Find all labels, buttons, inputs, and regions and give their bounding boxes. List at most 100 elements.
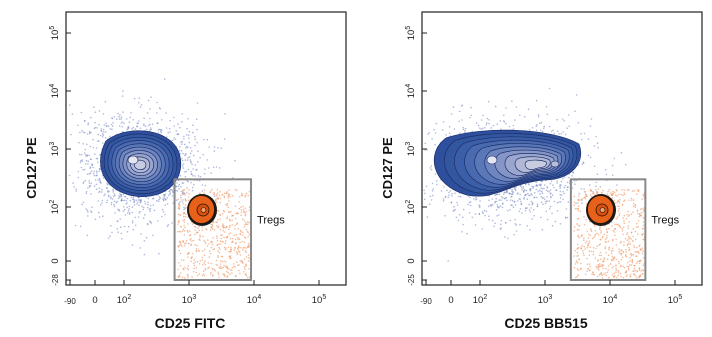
event-dot-orange (196, 274, 199, 277)
event-dot-blue (105, 122, 107, 125)
event-dot-blue (166, 136, 168, 138)
event-dot-blue (500, 219, 503, 222)
event-dot-blue (144, 125, 147, 128)
event-dot-orange (585, 195, 588, 197)
event-dot-blue (488, 199, 490, 202)
event-dot-blue (528, 184, 530, 186)
event-dot-orange (188, 252, 190, 254)
event-dot-orange (630, 238, 632, 240)
event-dot-blue (542, 203, 544, 206)
event-dot-blue (95, 170, 98, 172)
event-dot-blue (500, 128, 502, 130)
event-dot-blue (485, 124, 488, 126)
event-dot-blue (557, 130, 559, 132)
event-dot-blue (188, 137, 190, 139)
event-dot-blue (133, 204, 136, 206)
event-dot-orange (617, 274, 619, 277)
event-dot-blue (488, 218, 490, 221)
event-dot-blue (556, 180, 558, 182)
event-dot-orange (615, 267, 617, 270)
event-dot-blue (549, 189, 552, 191)
event-dot-blue (128, 212, 131, 214)
event-dot-blue (88, 154, 90, 157)
event-dot-orange (222, 223, 224, 225)
event-dot-orange (190, 256, 193, 259)
event-dot-orange (608, 188, 611, 191)
event-dot-orange (189, 230, 191, 232)
event-dot-blue (119, 226, 122, 228)
event-dot-blue (184, 176, 187, 178)
event-dot-blue (79, 225, 82, 228)
event-dot-blue (118, 195, 120, 197)
event-dot-orange (642, 264, 645, 267)
event-dot-blue (75, 188, 77, 190)
event-dot-orange (626, 233, 628, 236)
event-dot-blue (131, 128, 133, 130)
event-dot-blue (175, 199, 178, 201)
event-dot-orange (238, 245, 240, 247)
event-dot-orange (212, 237, 214, 239)
event-dot-blue (191, 163, 193, 166)
event-dot-blue (185, 170, 188, 173)
event-dot-orange (634, 269, 637, 272)
event-dot-orange (209, 252, 212, 255)
event-dot-blue (443, 186, 445, 188)
event-dot-orange (183, 218, 186, 221)
event-dot-orange (590, 190, 592, 192)
event-dot-blue (514, 204, 517, 206)
event-dot-blue (462, 223, 464, 226)
event-dot-orange (619, 252, 621, 255)
event-dot-blue (556, 202, 559, 204)
event-dot-orange (231, 266, 234, 269)
event-dot-orange (227, 275, 229, 277)
event-dot-orange (245, 256, 248, 258)
event-dot-blue (139, 127, 142, 129)
event-dot-blue (102, 142, 104, 144)
event-dot-blue (206, 138, 209, 141)
event-dot-blue (101, 189, 103, 191)
event-dot-orange (223, 210, 225, 213)
event-dot-blue (86, 173, 89, 175)
event-dot-blue (92, 138, 94, 141)
event-dot-orange (602, 189, 604, 192)
event-dot-orange (608, 248, 610, 251)
event-dot-orange (630, 255, 633, 257)
event-dot-orange (586, 270, 588, 273)
event-dot-blue (514, 223, 517, 225)
event-dot-orange (633, 264, 635, 267)
event-dot-blue (496, 215, 498, 217)
event-dot-orange (619, 272, 622, 275)
event-dot-blue (70, 133, 72, 136)
event-dot-blue (588, 184, 591, 186)
event-dot-orange (632, 211, 634, 213)
event-dot-orange (623, 189, 626, 191)
x-axis-title: CD25 FITC (155, 315, 226, 331)
event-dot-blue (448, 194, 450, 196)
event-dot-orange (628, 189, 630, 191)
event-dot-orange (577, 205, 580, 207)
event-dot-blue (181, 159, 184, 162)
event-dot-orange (622, 276, 625, 279)
event-dot-orange (224, 248, 227, 251)
y-tick-label: -28 (51, 274, 60, 286)
event-dot-blue (541, 228, 544, 231)
event-dot-blue (535, 99, 538, 102)
event-dot-orange (622, 251, 624, 254)
event-dot-orange (599, 243, 602, 245)
event-dot-orange (196, 260, 199, 263)
event-dot-blue (434, 132, 437, 134)
event-dot-blue (490, 205, 492, 207)
event-dot-blue (444, 214, 446, 217)
event-dot-blue (525, 189, 528, 192)
event-dot-blue (423, 192, 426, 195)
event-dot-blue (616, 184, 618, 186)
event-dot-orange (641, 252, 644, 255)
event-dot-orange (573, 255, 575, 257)
event-dot-blue (551, 194, 554, 196)
event-dot-blue (104, 100, 107, 103)
event-dot-orange (637, 226, 639, 228)
event-dot-blue (559, 201, 562, 203)
event-dot-orange (245, 210, 248, 213)
event-dot-blue (562, 131, 564, 133)
event-dot-orange (190, 260, 192, 263)
